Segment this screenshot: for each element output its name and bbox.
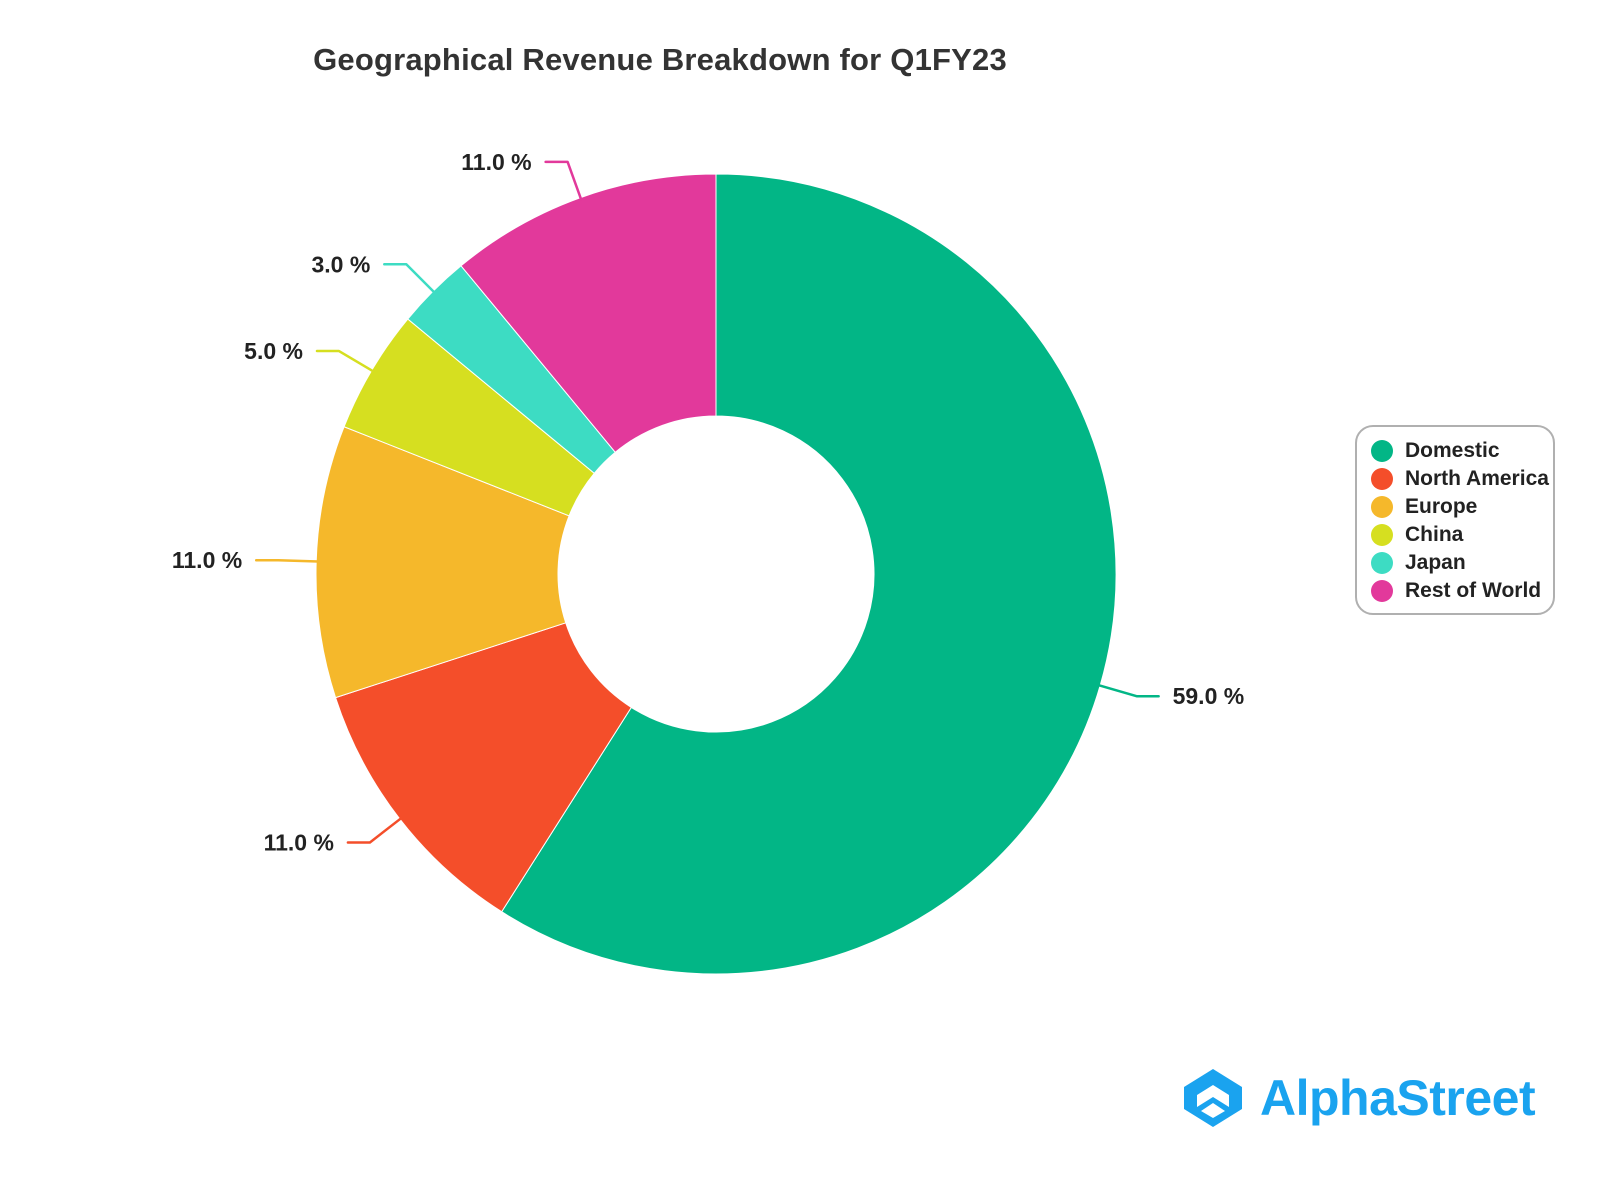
chart-title: Geographical Revenue Breakdown for Q1FY2… xyxy=(313,42,1007,77)
legend-item-rest-of-world[interactable]: Rest of World xyxy=(1357,577,1553,605)
leader-line-japan xyxy=(383,263,436,294)
chart-legend: Domestic North America Europe China Japan Res… xyxy=(1355,425,1555,615)
legend-swatch xyxy=(1371,580,1393,602)
data-label-rest-of-world: 11.0 % xyxy=(461,149,531,175)
legend-label: Europe xyxy=(1405,495,1478,518)
leader-line-domestic xyxy=(1096,683,1160,698)
data-label-north-america: 11.0 % xyxy=(264,829,334,855)
legend-swatch xyxy=(1371,524,1393,546)
leader-line-europe xyxy=(254,558,320,563)
legend-label: Rest of World xyxy=(1405,579,1542,602)
leader-line-north-america xyxy=(346,816,403,844)
brand-name: AlphaStreet xyxy=(1260,1070,1536,1126)
slice-domestic xyxy=(500,173,1117,975)
legend-item-north-america[interactable]: North America xyxy=(1357,465,1553,493)
leader-line-china xyxy=(315,349,375,373)
leader-lines-layer xyxy=(254,160,1160,844)
data-label-europe: 11.0 % xyxy=(172,547,242,573)
data-label-china: 5.0 % xyxy=(244,338,303,364)
legend-label: Domestic xyxy=(1405,439,1500,462)
brand-logo: AlphaStreet xyxy=(1180,1065,1536,1131)
legend-label: China xyxy=(1405,523,1464,546)
alphastreet-logo-icon xyxy=(1184,1069,1242,1127)
data-label-japan: 3.0 % xyxy=(311,251,370,277)
data-label-domestic: 59.0 % xyxy=(1173,683,1245,709)
legend-swatch xyxy=(1371,496,1393,518)
data-labels-layer: 59.0 % 11.0 % 11.0 % 5.0 % 3.0 % 11.0 % xyxy=(172,149,1244,856)
legend-swatch xyxy=(1371,440,1393,462)
leader-line-rest-of-world xyxy=(544,160,583,201)
legend-label: Japan xyxy=(1405,551,1466,574)
legend-swatch xyxy=(1371,468,1393,490)
slices-layer xyxy=(315,173,1117,975)
slice-europe xyxy=(315,426,570,699)
legend-item-japan[interactable]: Japan xyxy=(1357,549,1553,577)
legend-item-domestic[interactable]: Domestic xyxy=(1357,437,1553,465)
legend-swatch xyxy=(1371,552,1393,574)
legend-label: North America xyxy=(1405,467,1549,490)
legend-item-europe[interactable]: Europe xyxy=(1357,493,1553,521)
slice-north-america xyxy=(334,622,633,913)
slice-rest-of-world xyxy=(460,173,717,453)
legend-item-china[interactable]: China xyxy=(1357,521,1553,549)
